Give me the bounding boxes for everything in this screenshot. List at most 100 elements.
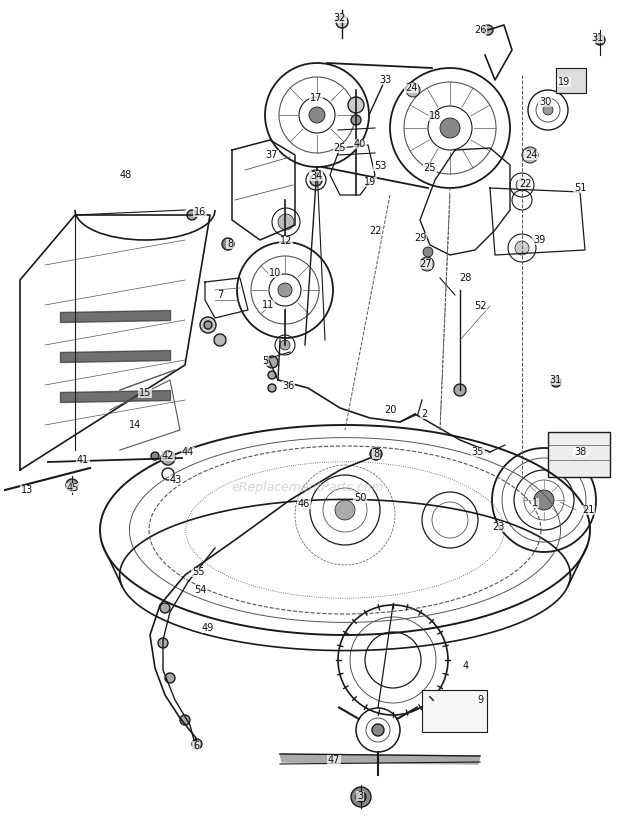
- Circle shape: [483, 25, 493, 35]
- Text: 11: 11: [262, 300, 274, 310]
- Circle shape: [370, 448, 382, 460]
- Text: 6: 6: [193, 741, 199, 751]
- Circle shape: [440, 118, 460, 138]
- Text: 33: 33: [379, 75, 391, 85]
- Text: 19: 19: [364, 177, 376, 187]
- Text: 7: 7: [217, 290, 223, 300]
- Text: 34: 34: [310, 171, 322, 181]
- Text: 31: 31: [591, 33, 603, 43]
- Circle shape: [151, 452, 159, 460]
- Text: eReplacementParts.com: eReplacementParts.com: [232, 481, 384, 494]
- Text: 8: 8: [227, 239, 233, 249]
- Text: 37: 37: [266, 150, 278, 160]
- Text: 30: 30: [539, 97, 551, 107]
- Text: 27: 27: [418, 259, 432, 269]
- Text: 49: 49: [202, 623, 214, 633]
- Text: 39: 39: [533, 235, 545, 245]
- Circle shape: [336, 16, 348, 28]
- Text: 8: 8: [373, 449, 379, 459]
- FancyBboxPatch shape: [556, 68, 586, 93]
- Text: 25: 25: [423, 163, 436, 173]
- Text: 9: 9: [477, 695, 483, 705]
- Text: 10: 10: [269, 268, 281, 278]
- Circle shape: [278, 214, 294, 230]
- Circle shape: [423, 247, 433, 257]
- Circle shape: [214, 334, 226, 346]
- Text: 21: 21: [582, 505, 594, 515]
- FancyBboxPatch shape: [422, 690, 487, 732]
- Circle shape: [66, 479, 78, 491]
- Text: 24: 24: [405, 83, 417, 93]
- Text: 16: 16: [194, 207, 206, 217]
- Text: 13: 13: [21, 485, 33, 495]
- Circle shape: [534, 490, 554, 510]
- Circle shape: [515, 241, 529, 255]
- Circle shape: [351, 787, 371, 807]
- Circle shape: [351, 115, 361, 125]
- Circle shape: [268, 384, 276, 392]
- Circle shape: [160, 603, 170, 613]
- Text: 2: 2: [421, 409, 427, 419]
- Text: 53: 53: [374, 161, 386, 171]
- Circle shape: [406, 83, 420, 97]
- Circle shape: [268, 371, 276, 379]
- Circle shape: [180, 715, 190, 725]
- Circle shape: [454, 384, 466, 396]
- Circle shape: [348, 97, 364, 113]
- Text: 35: 35: [472, 447, 484, 457]
- Text: 18: 18: [429, 111, 441, 121]
- Text: 55: 55: [192, 567, 204, 577]
- Text: 15: 15: [139, 388, 151, 398]
- Circle shape: [280, 340, 290, 350]
- Text: 52: 52: [474, 301, 486, 311]
- Text: 26: 26: [474, 25, 486, 35]
- Text: 29: 29: [414, 233, 426, 243]
- Text: 42: 42: [162, 451, 174, 461]
- Text: 25: 25: [334, 143, 346, 153]
- Circle shape: [266, 356, 278, 368]
- Circle shape: [522, 147, 538, 163]
- Circle shape: [595, 35, 605, 45]
- Text: 20: 20: [384, 405, 396, 415]
- Circle shape: [161, 451, 175, 465]
- Circle shape: [187, 210, 197, 220]
- Circle shape: [158, 638, 168, 648]
- Circle shape: [335, 500, 355, 520]
- Text: 48: 48: [120, 170, 132, 180]
- Text: 1: 1: [532, 498, 538, 508]
- Circle shape: [372, 724, 384, 736]
- Text: 50: 50: [354, 493, 366, 503]
- Text: 32: 32: [334, 13, 346, 23]
- Circle shape: [516, 179, 528, 191]
- Text: 22: 22: [519, 179, 531, 189]
- Circle shape: [278, 283, 292, 297]
- Text: 45: 45: [67, 483, 79, 493]
- Text: 23: 23: [492, 522, 504, 532]
- Circle shape: [192, 739, 202, 749]
- FancyBboxPatch shape: [548, 432, 610, 477]
- Text: 46: 46: [298, 499, 310, 509]
- Text: 47: 47: [328, 755, 340, 765]
- Text: 43: 43: [170, 475, 182, 485]
- Text: 41: 41: [77, 455, 89, 465]
- Text: 19: 19: [558, 77, 570, 87]
- Circle shape: [222, 238, 234, 250]
- Circle shape: [356, 792, 366, 802]
- Circle shape: [165, 673, 175, 683]
- Circle shape: [200, 317, 216, 333]
- Text: 4: 4: [463, 661, 469, 671]
- Circle shape: [551, 377, 561, 387]
- Text: 24: 24: [525, 150, 537, 160]
- Circle shape: [543, 105, 553, 115]
- Text: 3: 3: [357, 791, 363, 801]
- Text: 36: 36: [282, 381, 294, 391]
- Circle shape: [309, 107, 325, 123]
- Text: 38: 38: [574, 447, 586, 457]
- Text: 28: 28: [459, 273, 471, 283]
- Polygon shape: [280, 754, 480, 764]
- Text: 44: 44: [182, 447, 194, 457]
- Text: 14: 14: [129, 420, 141, 430]
- Text: 22: 22: [369, 226, 381, 236]
- Text: 54: 54: [194, 585, 206, 595]
- Text: 17: 17: [310, 93, 322, 103]
